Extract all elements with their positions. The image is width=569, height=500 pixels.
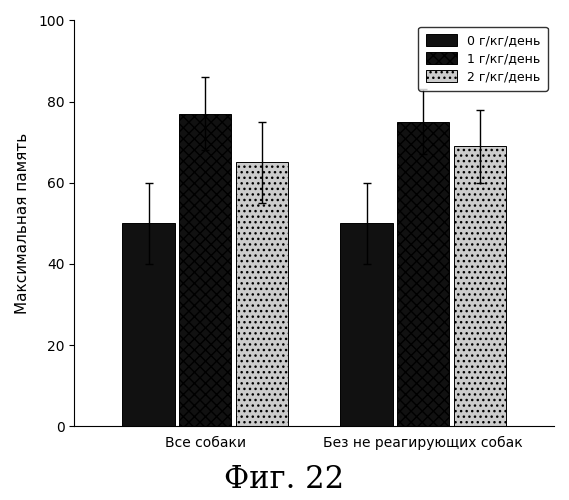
- Bar: [236, 162, 288, 426]
- Bar: [179, 114, 231, 426]
- Y-axis label: Максимальная память: Максимальная память: [15, 132, 30, 314]
- Bar: [122, 224, 175, 426]
- Bar: [397, 122, 450, 426]
- Text: Фиг. 22: Фиг. 22: [224, 464, 345, 495]
- Bar: [454, 146, 506, 426]
- Legend: 0 г/кг/день, 1 г/кг/день, 2 г/кг/день: 0 г/кг/день, 1 г/кг/день, 2 г/кг/день: [418, 26, 548, 91]
- Bar: [340, 224, 393, 426]
